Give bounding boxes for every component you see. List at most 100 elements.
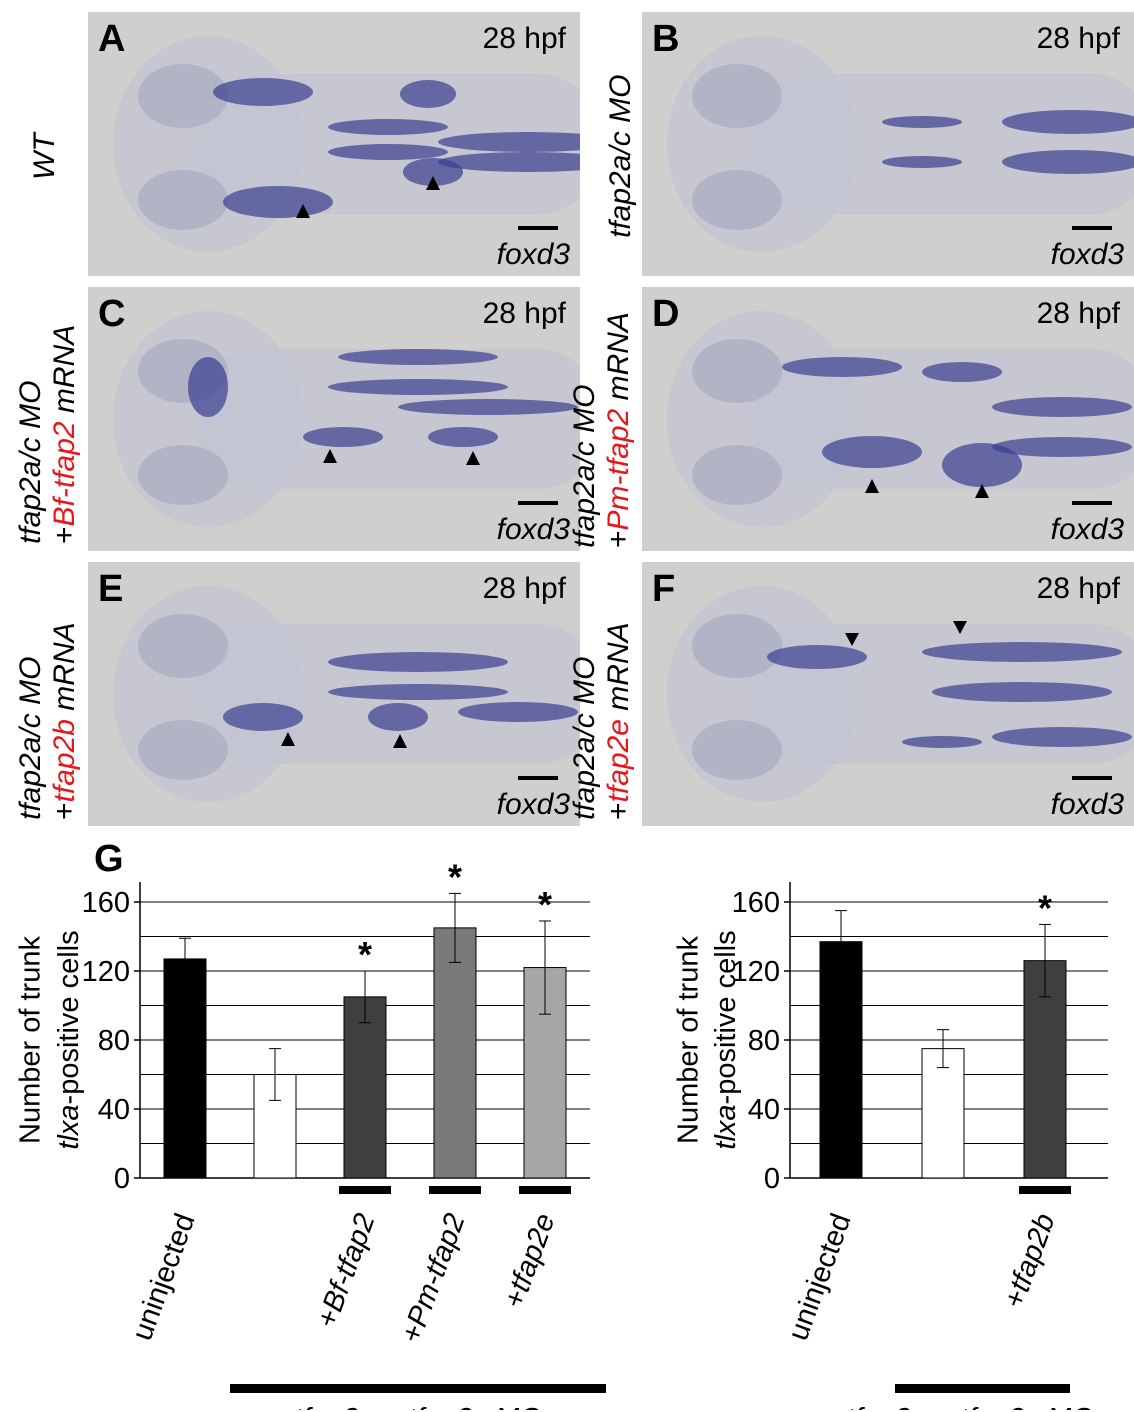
panel-e: E 28 hpf foxd3 [88,562,580,826]
stain-spot [428,427,498,447]
y-tick-label: 40 [748,1094,780,1126]
bar [163,958,207,1179]
embryo-image [113,311,580,527]
scale-bar [1072,776,1112,780]
stain-spot [882,116,962,128]
embryo-eye [692,170,782,230]
stain-spot [438,132,580,152]
stage-label: 28 hpf [482,22,566,55]
stain-spot [400,80,456,108]
stage-label: 28 hpf [1036,572,1120,605]
embryo-eye [692,614,782,678]
y-axis-label: Number of trunk [673,936,705,1144]
y-axis-label: Number of trunk [15,936,47,1144]
stain-spot [992,727,1132,747]
y-axis-label-gene: tlxa [53,1104,85,1149]
arrowhead-icon [281,732,295,746]
treatment-bar [429,1186,481,1194]
side-label-f: tfap2a/c MO +tfap2e mRNA [568,622,635,820]
embryo-silhouette [667,36,1134,252]
gene-label: foxd3 [1050,513,1124,546]
embryo-eye [138,720,228,780]
gene-label: foxd3 [1050,238,1124,271]
panel-letter: B [652,18,680,60]
stain-spot [338,349,498,365]
embryo-silhouette [667,311,1134,527]
x-tick-label-gene: tfap2b [1004,1209,1062,1296]
y-axis-label: tlxa-positive cells [710,930,742,1149]
embryo-image [667,311,1134,527]
mo-bracket [895,1384,1070,1393]
gene-label: foxd3 [496,788,570,821]
arrowhead-icon [975,484,989,498]
stain-spot [932,682,1112,702]
y-axis-label: tlxa-positive cells [53,930,85,1149]
bar [343,996,387,1179]
panel-letter: D [652,293,680,335]
y-tick-label: 0 [114,1163,130,1195]
y-tick-label: 80 [98,1025,130,1057]
x-tick-label-gene: Pm-tfap2 [401,1209,471,1331]
arrowhead-icon [296,204,310,218]
stain-spot [942,443,1022,487]
panel-f: F 28 hpf foxd3 [642,562,1134,826]
stage-label: 28 hpf [482,297,566,330]
x-tick-label: uninjected [782,1209,857,1344]
stage-label: 28 hpf [482,572,566,605]
embryo-image [113,586,580,802]
bar-chart-1: 0 40 80 120 160 Number of trunk tlxa-positive … [15,856,606,1410]
significance-star: * [358,934,372,975]
y-tick-label: 160 [82,887,130,919]
embryo-eye [692,339,782,403]
embryo-eye [692,64,782,128]
y-axis-label-rest: -positive cells [710,930,742,1104]
foxd3-staining [223,652,578,731]
stain-spot [223,703,303,731]
stain-spot [223,186,333,218]
stain-spot [882,156,962,168]
foxd3-staining [213,78,580,218]
embryo-eye [138,445,228,505]
arrowhead-icon [953,621,967,634]
stain-spot [458,702,578,722]
panel-letter: F [652,568,676,610]
gene-label: foxd3 [496,513,570,546]
stain-spot [922,642,1122,662]
scale-bar [518,226,558,230]
y-tick-label: 120 [82,956,130,988]
x-tick-label: +tfap2e [498,1209,561,1312]
panel-a: A 28 hpf foxd3 [88,12,580,276]
embryo-eye [138,614,228,678]
panel-c: C 28 hpf foxd3 [88,287,580,551]
arrowhead-icon [323,449,337,463]
arrowhead-icon [865,479,879,493]
stage-label: 28 hpf [1036,22,1120,55]
treatment-bar [1019,1186,1071,1194]
stain-spot [328,379,508,395]
stain-spot [328,652,508,672]
panel-letter: A [98,18,126,60]
stain-spot [822,436,922,468]
stain-spot [368,703,428,731]
side-label-c: tfap2a/c MO +Bf-tfap2 mRNA [14,324,81,544]
embryo-silhouette [113,311,580,527]
embryo-trunk [198,349,580,489]
x-tick-label: uninjected [126,1209,201,1344]
x-tick-label: +tfap2b [998,1209,1061,1312]
stain-spot [992,437,1132,457]
embryo-trunk [198,74,580,214]
stain-spot [1002,110,1134,134]
scale-bar [518,776,558,780]
arrowhead-icon [393,734,407,748]
stage-label: 28 hpf [1036,297,1120,330]
side-label-a: WT [28,133,61,180]
treatment-bar [519,1186,571,1194]
stain-spot [438,152,580,172]
embryo-trunk [752,74,1134,214]
panel-letter: E [98,568,124,610]
stain-spot [328,684,508,700]
stain-spot [902,736,982,748]
y-tick-label: 120 [732,956,780,988]
gene-label: foxd3 [496,238,570,271]
